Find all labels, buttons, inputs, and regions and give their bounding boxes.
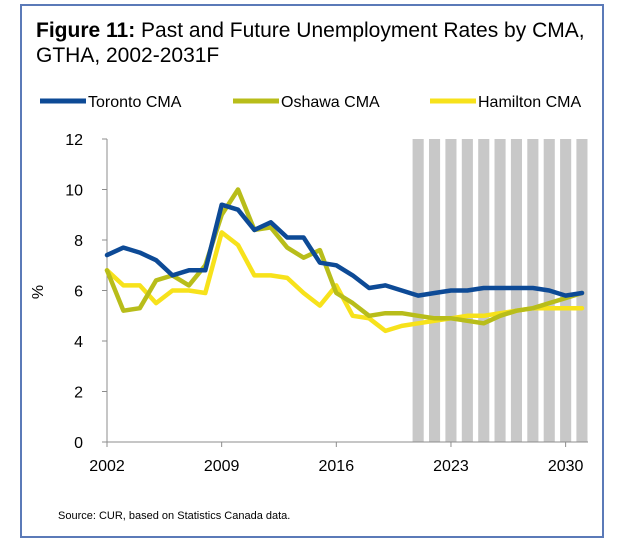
source-note: Source: CUR, based on Statistics Canada … (58, 510, 291, 522)
forecast-band (576, 139, 588, 442)
forecast-band (560, 139, 572, 442)
y-axis-label: % (30, 285, 47, 299)
forecast-band (494, 139, 506, 442)
y-tick-label: 8 (74, 233, 83, 250)
y-tick-label: 6 (74, 284, 83, 301)
x-tick-label: 2009 (204, 458, 240, 475)
forecast-band (527, 139, 539, 442)
y-tick-label: 12 (65, 132, 83, 149)
forecast-band (478, 139, 490, 442)
x-tick-label: 2030 (548, 458, 584, 475)
legend-label: Oshawa CMA (281, 94, 380, 111)
legend-label: Hamilton CMA (478, 94, 581, 111)
y-tick-label: 10 (65, 183, 83, 200)
series-line-oshawa-cma (104, 187, 585, 326)
figure-title: Figure 11: Past and Future Unemployment … (36, 18, 596, 68)
figure-frame (20, 4, 604, 538)
y-tick-label: 0 (74, 435, 83, 452)
legend-label: Toronto CMA (88, 94, 182, 111)
forecast-band (429, 139, 441, 442)
figure-label: Figure 11: (36, 19, 136, 42)
forecast-band (412, 139, 424, 442)
figure-title-text: Past and Future Unemployment Rates by CM… (36, 19, 585, 67)
series-line-hamilton-cma (104, 230, 585, 334)
series-line-toronto-cma (104, 202, 585, 298)
x-tick-label: 2002 (89, 458, 125, 475)
x-tick-label: 2016 (319, 458, 355, 475)
x-tick-label: 2023 (433, 458, 469, 475)
forecast-band (510, 139, 522, 442)
y-tick-label: 2 (74, 385, 83, 402)
y-tick-label: 4 (74, 334, 83, 351)
